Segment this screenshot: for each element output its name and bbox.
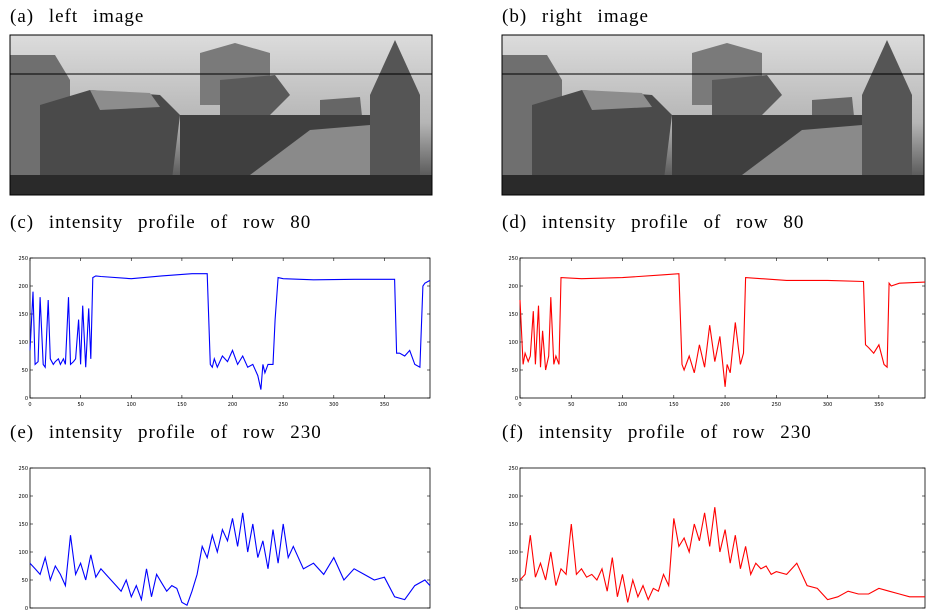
y-tick-label: 100 [508,340,518,346]
x-tick-label: 300 [329,402,339,408]
image-title: (a) left image [10,6,145,27]
x-tick-label: 150 [177,402,187,408]
y-tick-label: 50 [512,578,518,584]
x-tick-label: 250 [772,402,782,408]
plot-frame [519,257,926,399]
chart-title: (c) intensity profile of row 80 [10,212,312,233]
y-tick-label: 50 [512,368,518,374]
y-tick-label: 150 [508,522,518,528]
y-tick-label: 200 [18,284,28,290]
x-tick-label: 150 [669,402,679,408]
y-tick-label: 250 [508,256,518,262]
x-tick-label: 100 [126,402,136,408]
left-image [9,34,433,196]
plot-frame [519,467,926,609]
x-tick-label: 50 [77,402,83,408]
image-title: (b) right image [502,6,649,27]
profile-line [519,273,926,387]
x-tick-label: 200 [720,402,730,408]
x-tick-label: 250 [278,402,288,408]
x-tick-label: 300 [823,402,833,408]
x-tick-label: 0 [518,402,521,408]
profile-line [519,507,925,603]
x-tick-label: 350 [874,402,884,408]
image-frame [9,34,433,196]
y-tick-label: 0 [515,396,518,402]
y-tick-label: 250 [18,466,28,472]
x-tick-label: 50 [568,402,574,408]
y-tick-label: 0 [25,606,28,611]
y-tick-label: 200 [508,284,518,290]
y-tick-label: 50 [22,578,28,584]
y-tick-label: 150 [508,312,518,318]
y-tick-label: 50 [22,368,28,374]
y-tick-label: 100 [18,340,28,346]
x-tick-label: 200 [228,402,238,408]
y-tick-label: 250 [18,256,28,262]
image-frame [501,34,925,196]
y-tick-label: 150 [18,522,28,528]
chart-title: (e) intensity profile of row 230 [10,422,322,443]
right-image [501,34,925,196]
plot-frame [29,257,431,399]
chart-title: (d) intensity profile of row 80 [502,212,805,233]
y-tick-label: 0 [25,396,28,402]
y-tick-label: 200 [508,494,518,500]
x-tick-label: 0 [28,402,31,408]
chart-title: (f) intensity profile of row 230 [502,422,812,443]
x-tick-label: 100 [618,402,628,408]
profile-line [29,273,431,390]
y-tick-label: 0 [515,606,518,611]
profile-line [29,512,431,606]
y-tick-label: 200 [18,494,28,500]
y-tick-label: 150 [18,312,28,318]
y-tick-label: 100 [508,550,518,556]
plot-frame [29,467,431,609]
y-tick-label: 100 [18,550,28,556]
y-tick-label: 250 [508,466,518,472]
x-tick-label: 350 [380,402,390,408]
